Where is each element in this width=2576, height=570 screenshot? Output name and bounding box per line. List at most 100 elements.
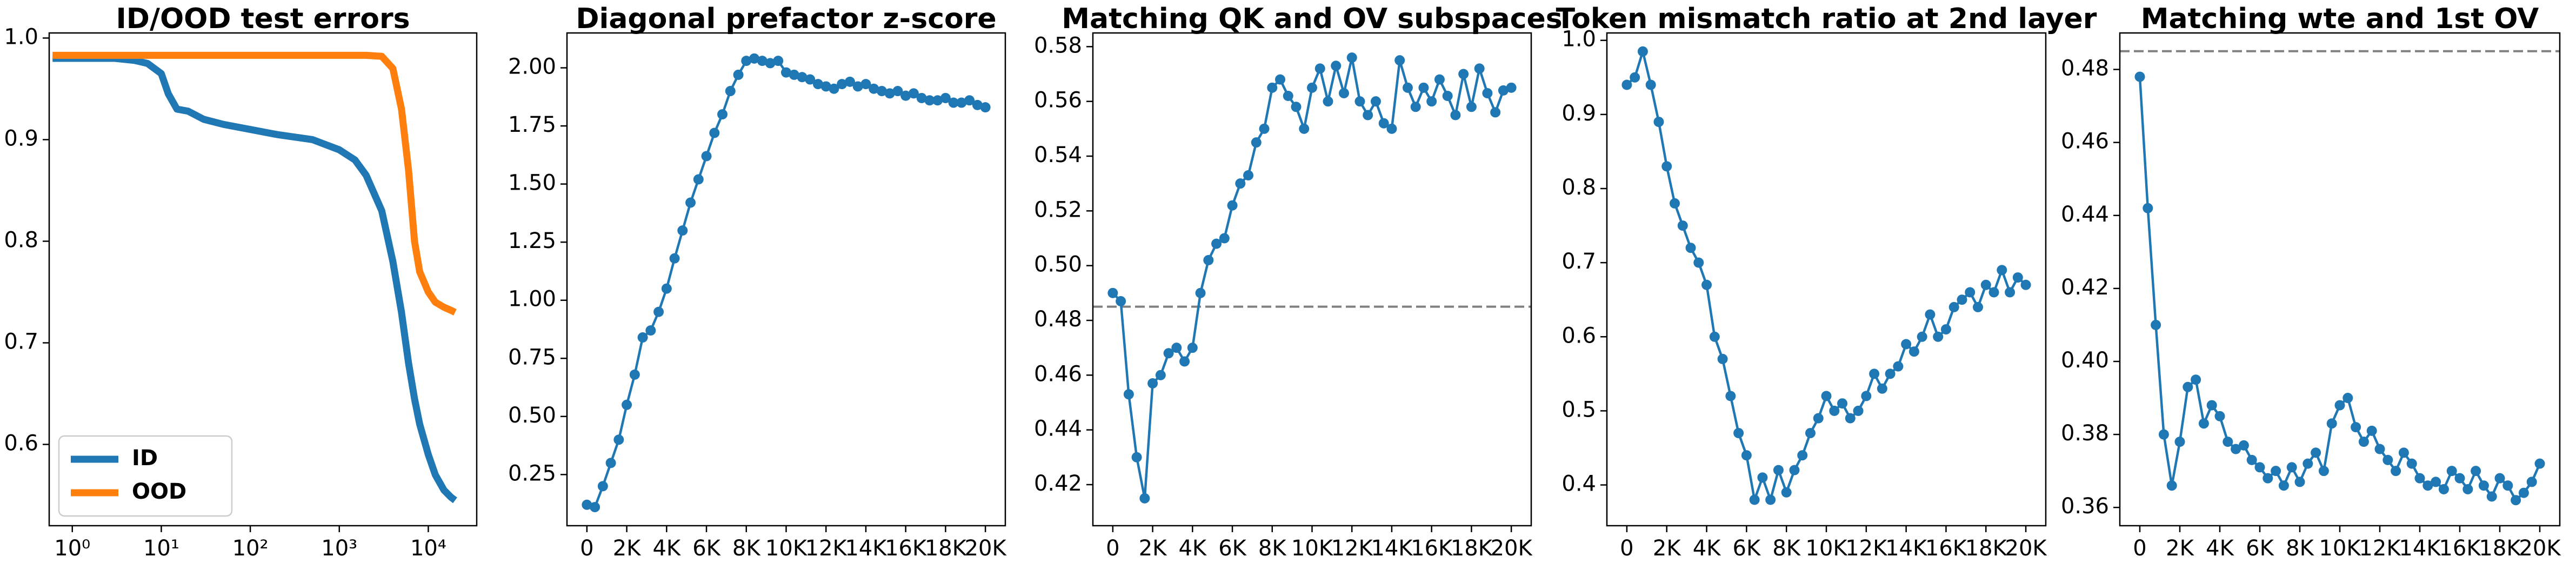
x-tick-label: 16K (1411, 536, 1453, 561)
y-tick-label: 0.7 (4, 330, 38, 354)
point (2005, 287, 2016, 298)
point (1741, 450, 1752, 461)
y-tick-label: 1.00 (508, 287, 556, 312)
point (1733, 428, 1744, 439)
point (2406, 458, 2417, 469)
point (1637, 46, 1648, 57)
point (1965, 287, 1976, 298)
point (980, 102, 991, 113)
x-tick-label: 2K (613, 536, 642, 561)
point (1709, 331, 1720, 342)
point (908, 88, 919, 99)
y-tick-label: 0.48 (2061, 56, 2109, 81)
point (884, 88, 895, 99)
point (1299, 123, 1310, 134)
point (2366, 425, 2377, 436)
point (1773, 465, 1784, 475)
panel: ID/OOD test errors 0.6 0.7 0.8 0.9 1.0 10⁰ 10¹ 1… (4, 3, 478, 561)
point (653, 306, 664, 317)
point (892, 86, 903, 97)
y-tick-label: 1.0 (1561, 27, 1596, 52)
series-line (2138, 76, 2541, 501)
point (1885, 368, 1896, 379)
point (2422, 480, 2433, 491)
x-tick-label: 8K (732, 536, 761, 561)
x-tick-label: 16K (1925, 536, 1968, 561)
panel-title: Matching QK and OV subspaces (1062, 3, 1562, 35)
y-tick-label: 0.40 (2061, 348, 2109, 373)
point (2326, 418, 2337, 429)
x-tick-label: 4K (652, 536, 681, 561)
y-tick-label: 0.48 (1034, 307, 1082, 332)
y-tick-label: 0.8 (4, 227, 38, 252)
x-tick-label: 16K (2439, 536, 2481, 561)
point (1363, 110, 1373, 120)
point (701, 151, 712, 162)
y-tick-label: 1.75 (508, 112, 556, 137)
x-tick-label: 4K (2206, 536, 2234, 561)
point (1131, 452, 1142, 462)
panel-title: Diagonal prefactor z-score (576, 3, 996, 35)
point (1877, 383, 1887, 394)
legend-label: ID (132, 446, 158, 471)
point (1749, 494, 1760, 505)
point (1630, 72, 1640, 83)
point (2158, 429, 2169, 440)
point (622, 399, 632, 410)
point (1386, 123, 1397, 134)
point (1837, 398, 1848, 409)
panel-title: Token mismatch ratio at 2nd layer (1556, 3, 2097, 35)
point (837, 79, 847, 90)
x-tick-label: 0 (1620, 536, 1633, 561)
point (1957, 294, 1967, 305)
point (2511, 495, 2521, 506)
x-tick-label: 2K (2166, 536, 2194, 561)
x-tick-label: 10¹ (143, 536, 179, 561)
point (1147, 378, 1158, 389)
point (1997, 265, 2007, 276)
x-tick-label: 18K (1451, 536, 1493, 561)
point (1458, 69, 1469, 79)
point (1925, 309, 1936, 320)
y-tick-label: 0.52 (1034, 197, 1082, 222)
y-tick-label: 0.46 (2061, 129, 2109, 154)
point (844, 76, 855, 87)
point (2206, 400, 2217, 411)
point (1482, 88, 1493, 98)
x-tick-label: 10³ (321, 536, 357, 561)
x-tick-label: 14K (1885, 536, 1928, 561)
point (2343, 393, 2353, 404)
point (2286, 462, 2297, 473)
y-tick-label: 0.9 (4, 126, 38, 151)
point (2254, 462, 2265, 473)
x-tick-label: 18K (2479, 536, 2521, 561)
point (2478, 480, 2489, 491)
point (1307, 82, 1317, 93)
point (956, 97, 967, 108)
y-tick-label: 0.42 (1034, 471, 1082, 496)
x-tick-label: 10K (765, 536, 808, 561)
y-tick-label: 0.25 (508, 461, 556, 486)
point (1973, 301, 1984, 312)
series-line (52, 55, 457, 504)
x-tick-label: 18K (925, 536, 967, 561)
x-tick-label: 14K (2399, 536, 2441, 561)
point (1813, 413, 1824, 424)
y-tick-label: 0.6 (4, 431, 38, 456)
point (2534, 458, 2545, 469)
point (1621, 79, 1632, 90)
point (1908, 346, 1919, 357)
point (629, 369, 640, 380)
x-tick-label: 12K (805, 536, 848, 561)
point (1701, 279, 1712, 290)
point (1933, 331, 1944, 342)
point (1378, 118, 1389, 129)
point (1410, 102, 1421, 112)
y-tick-label: 0.50 (508, 403, 556, 428)
point (2526, 477, 2537, 487)
point (1669, 198, 1680, 209)
point (829, 83, 839, 94)
point (924, 95, 935, 106)
point (1653, 117, 1664, 128)
